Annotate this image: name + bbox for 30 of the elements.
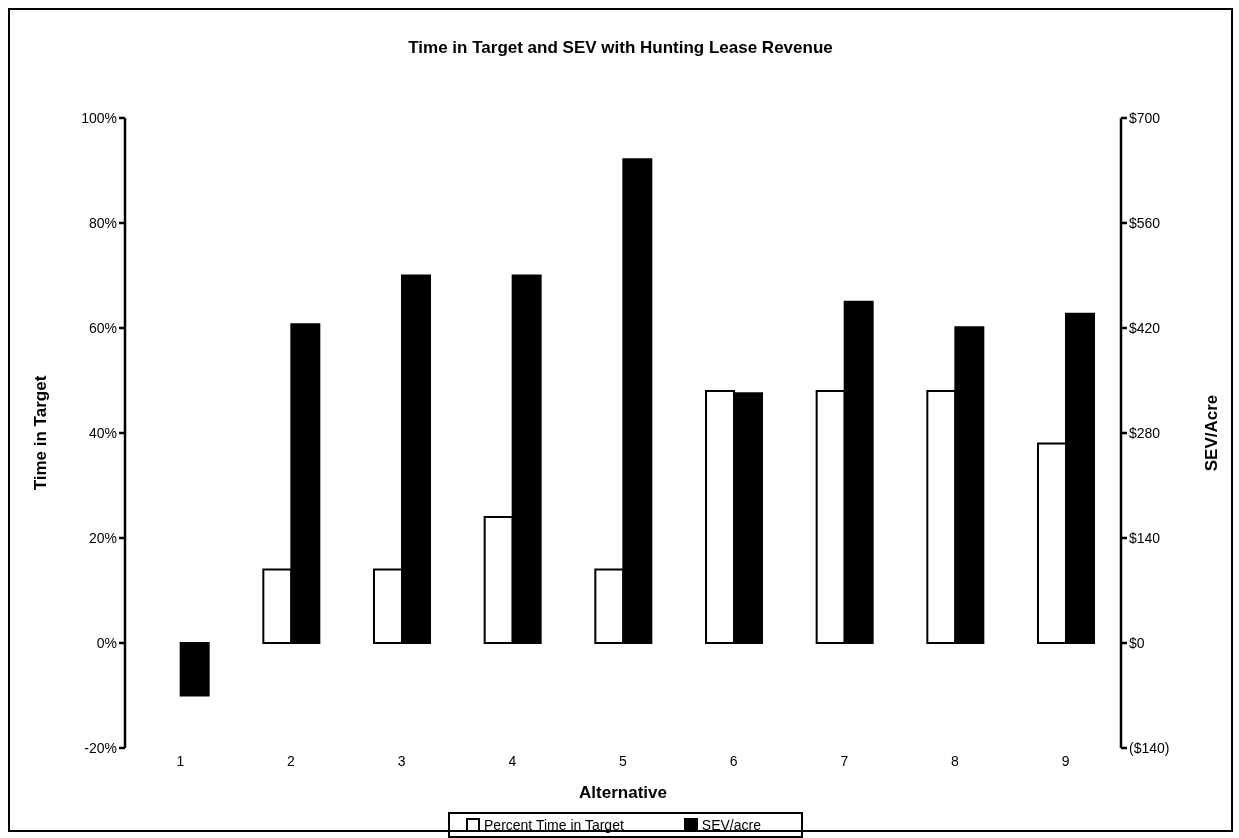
- y-tick-label: 80%: [88, 214, 117, 231]
- y-tick-label: 0%: [96, 634, 117, 651]
- x-tick-label: 5: [619, 752, 628, 769]
- legend-label: Percent Time in Target: [483, 817, 624, 833]
- y2-axis-title: SEV/Acre: [1202, 394, 1222, 472]
- y2-tick-label: $140: [1129, 529, 1161, 546]
- x-tick-label: 7: [840, 752, 849, 769]
- bar: [179, 642, 210, 697]
- y-tick-label: -20%: [84, 739, 117, 756]
- y2-tick-label: ($140): [1129, 739, 1170, 756]
- y2-tick-label: $560: [1129, 214, 1161, 231]
- x-tick-label: 4: [508, 752, 517, 769]
- y2-tick-label: $420: [1129, 319, 1161, 336]
- legend-label: SEV/acre: [700, 817, 761, 833]
- y2-tick-label: $700: [1129, 109, 1161, 126]
- x-tick-label: 2: [287, 752, 296, 769]
- x-axis-title: Alternative: [579, 783, 667, 802]
- y-tick-label: 20%: [88, 529, 117, 546]
- y-tick-label: 40%: [88, 424, 117, 441]
- y-tick-label: 100%: [81, 109, 117, 126]
- x-tick-label: 6: [729, 752, 738, 769]
- y2-tick-label: $280: [1129, 424, 1161, 441]
- x-tick-label: 1: [176, 752, 185, 769]
- y2-tick-label: $0: [1129, 634, 1145, 651]
- y-tick-label: 60%: [88, 319, 117, 336]
- x-tick-label: 8: [951, 752, 960, 769]
- y-axis-title: Time in Target: [31, 375, 51, 491]
- chart-title: Time in Target and SEV with Hunting Lease Revenue: [407, 37, 834, 59]
- x-tick-label: 9: [1061, 752, 1070, 769]
- x-tick-label: 3: [397, 752, 406, 769]
